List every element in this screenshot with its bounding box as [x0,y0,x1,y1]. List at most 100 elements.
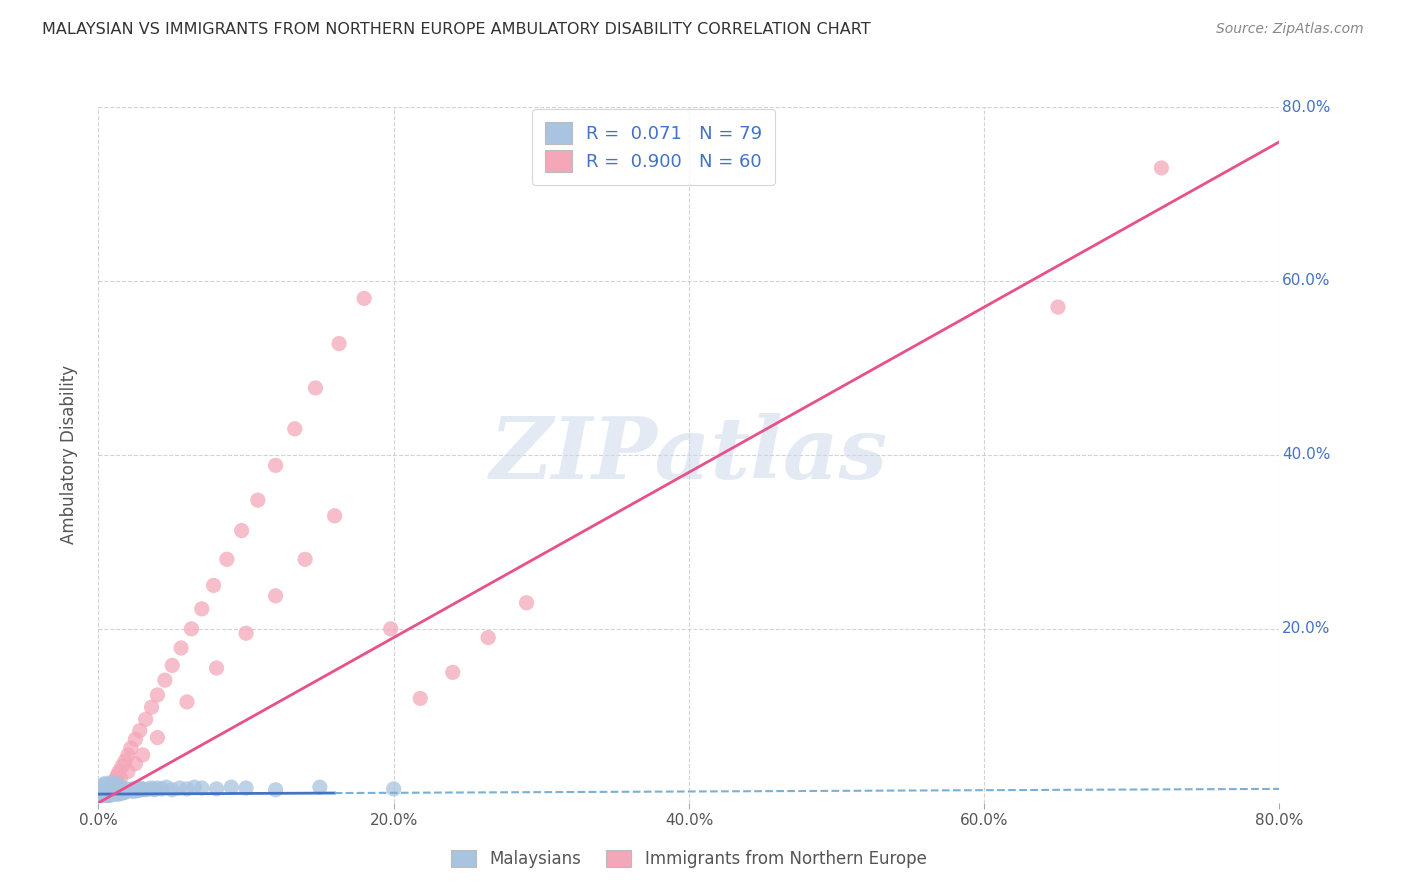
Point [104,782,127,797]
Text: 40.0%: 40.0% [1282,448,1330,462]
Point [150,781,173,796]
Point [162,658,183,673]
Point [124,782,146,797]
Point [93,785,115,799]
Point [246,493,269,508]
Point [97,788,120,802]
Point [353,291,375,305]
Point [231,524,253,538]
Point [129,782,152,797]
Point [170,640,193,655]
Point [215,552,238,566]
Point [93,790,115,805]
Point [98,785,121,799]
Point [111,786,134,800]
Point [91,791,114,805]
Point [93,789,115,804]
Point [96,787,118,801]
Text: 80.0%: 80.0% [1282,100,1330,114]
Point [89,790,111,805]
Point [120,741,142,756]
Point [309,780,332,794]
Y-axis label: Ambulatory Disability: Ambulatory Disability [59,366,77,544]
Point [94,788,117,802]
Point [146,780,169,795]
Point [103,778,125,792]
Point [91,787,114,801]
Point [141,700,163,714]
Point [180,622,202,636]
Point [96,778,118,792]
Text: 60.0%: 60.0% [1282,274,1330,288]
Point [264,458,287,473]
Point [121,781,143,796]
Point [169,780,191,795]
Point [110,785,132,799]
Point [125,781,148,796]
Point [96,789,118,803]
Point [100,783,122,797]
Point [96,785,118,799]
Point [135,782,157,797]
Point [98,787,121,801]
Point [108,784,131,798]
Point [94,789,117,803]
Point [107,786,129,800]
Point [328,336,350,351]
Point [100,788,122,802]
Point [122,784,145,798]
Point [132,781,155,796]
Point [264,589,287,603]
Point [100,779,122,793]
Point [103,784,125,798]
Point [94,788,117,802]
Point [98,782,121,797]
Point [107,768,129,782]
Point [94,784,117,798]
Point [91,778,114,792]
Point [91,789,114,804]
Point [115,784,138,798]
Point [235,626,257,640]
Point [146,731,169,745]
Point [114,754,136,768]
Point [205,781,228,796]
Text: MALAYSIAN VS IMMIGRANTS FROM NORTHERN EUROPE AMBULATORY DISABILITY CORRELATION C: MALAYSIAN VS IMMIGRANTS FROM NORTHERN EU… [42,22,870,37]
Point [127,783,149,797]
Point [104,774,127,789]
Point [143,782,166,797]
Point [114,781,136,796]
Point [105,787,128,801]
Point [107,783,129,797]
Point [153,673,176,688]
Point [105,781,128,796]
Point [94,789,117,804]
Point [202,578,225,592]
Point [441,665,464,680]
Point [515,596,537,610]
Point [93,789,115,803]
Point [90,791,112,805]
Point [111,783,134,797]
Point [409,691,432,706]
Point [117,783,139,797]
Point [114,785,136,799]
Point [98,776,121,790]
Point [90,789,112,803]
Point [96,785,118,799]
Point [191,602,214,616]
Point [91,789,114,803]
Point [105,777,128,791]
Point [112,784,135,798]
Legend: Malaysians, Immigrants from Northern Europe: Malaysians, Immigrants from Northern Eur… [444,843,934,874]
Point [110,782,132,797]
Point [141,780,163,795]
Point [97,783,120,797]
Point [382,781,405,796]
Point [104,786,127,800]
Point [155,780,177,794]
Point [96,783,118,797]
Point [191,780,214,795]
Point [124,756,146,771]
Point [162,782,183,797]
